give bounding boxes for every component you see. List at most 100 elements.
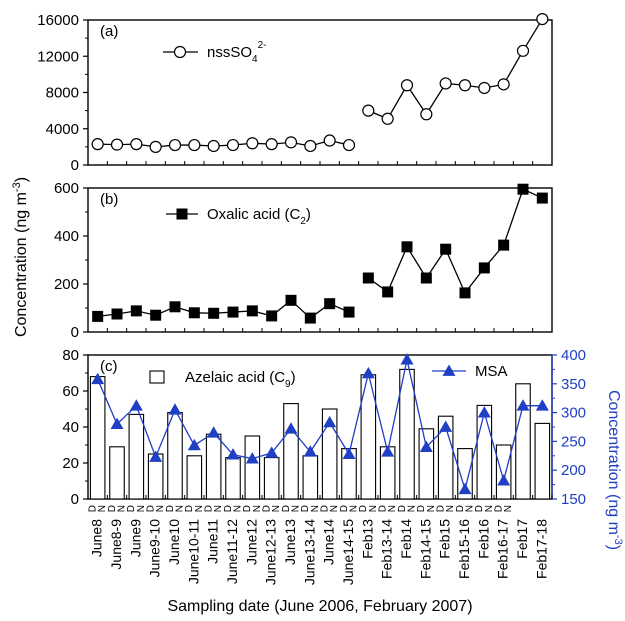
point-oxalic [304,312,316,324]
ytick-right-label-c: 300 [561,405,586,422]
ytick-right-label-c: 250 [561,433,586,450]
sample-label: N [329,505,340,512]
point-oxalic [227,306,239,318]
panel-label-c: (c) [100,358,118,375]
ytick-label-a: 12000 [37,48,79,65]
point-msa [110,417,124,429]
point-msa [207,426,221,438]
sample-label: D [281,505,292,512]
sample-label: N [310,505,321,512]
point-msa [226,448,240,460]
point-msa [497,474,511,486]
sample-label: D [493,505,504,512]
point-msa [187,438,201,451]
point-nssso4 [188,138,201,152]
point-oxalic [517,183,529,195]
legend-marker-azelaic [149,370,165,384]
point-nssso4 [130,138,143,151]
point-oxalic [188,307,200,319]
point-msa [245,452,259,464]
sample-label: D [300,505,311,512]
point-msa [284,422,298,434]
point-nssso4 [265,138,278,151]
sample-label: N [503,505,514,512]
point-nssso4 [110,138,124,151]
sample-label: N [348,505,359,512]
legend-marker-nssso4 [173,45,187,59]
bar-azelaic [186,455,203,500]
bar-azelaic [534,422,551,500]
date-label: June10-11 [185,519,201,584]
sample-label: D [339,505,350,512]
sample-label: N [194,505,205,512]
sample-label: D [184,505,195,512]
point-msa [400,353,414,365]
bar-azelaic [515,383,531,500]
ytick-label-c: 60 [62,383,79,400]
sample-label: N [406,505,417,512]
point-msa [361,366,375,379]
sample-label: N [232,505,243,512]
point-msa [458,482,472,495]
point-nssso4 [478,81,491,95]
bar-azelaic [476,404,493,500]
sample-label: D [126,505,137,512]
point-msa [168,403,182,415]
point-oxalic [440,243,452,255]
bar-azelaic [302,455,319,500]
bar-azelaic [418,428,435,500]
sample-label: D [319,505,330,512]
point-msa [516,399,530,411]
point-msa [265,446,279,458]
sample-label: N [213,505,224,512]
text-layer: 0 4000 8000 12000 16000 0 200 400 600 0 20 40 60 80 15… [11,12,624,615]
date-label: June13 [282,519,298,565]
legend-label-nssso4: nssSO42- [207,40,266,65]
legend-marker-msa [442,364,456,376]
date-label: Feb16 [475,519,491,559]
ytick-label-a: 8000 [46,85,79,102]
point-msa [149,450,163,462]
point-nssso4 [381,112,394,125]
date-label: Feb15-16 [456,519,472,579]
bar-azelaic [167,412,183,500]
ytick-label-c: 40 [62,419,79,436]
ytick-right-label-c: 400 [561,347,586,364]
sample-label: N [155,505,166,512]
bar-azelaic [399,368,415,500]
point-nssso4 [246,137,259,150]
date-label: June8-9 [108,519,124,570]
point-nssso4 [400,79,414,92]
point-oxalic [382,286,394,298]
date-label: Feb14-15 [417,519,433,579]
sample-label: D [358,505,369,512]
bar-azelaic [109,446,125,500]
ytick-label-b: 0 [71,324,79,341]
point-oxalic [266,310,278,322]
ytick-right-label-c: 200 [561,462,586,479]
sample-label: D [223,505,234,512]
point-oxalic [150,309,162,321]
point-msa [535,399,549,411]
date-label: Feb17-18 [533,519,549,579]
point-nssso4 [91,138,104,151]
point-msa [303,445,317,457]
sample-label: D [474,505,485,512]
line-msa [97,359,543,492]
point-oxalic [459,287,471,299]
point-msa [439,420,453,432]
legend-label-azelaic: Azelaic acid (C9) [185,369,296,390]
sample-label: D [377,505,388,512]
bar-azelaic [128,413,145,500]
point-nssso4 [284,136,298,149]
ytick-label-a: 0 [71,157,79,174]
point-oxalic [420,272,432,284]
point-nssso4 [516,44,530,57]
ytick-right-label-c: 350 [561,376,586,393]
date-label: Feb16-17 [495,519,511,579]
point-oxalic [130,305,142,317]
sample-label: D [242,505,253,512]
point-nssso4 [497,78,510,91]
sample-label: N [116,505,127,512]
